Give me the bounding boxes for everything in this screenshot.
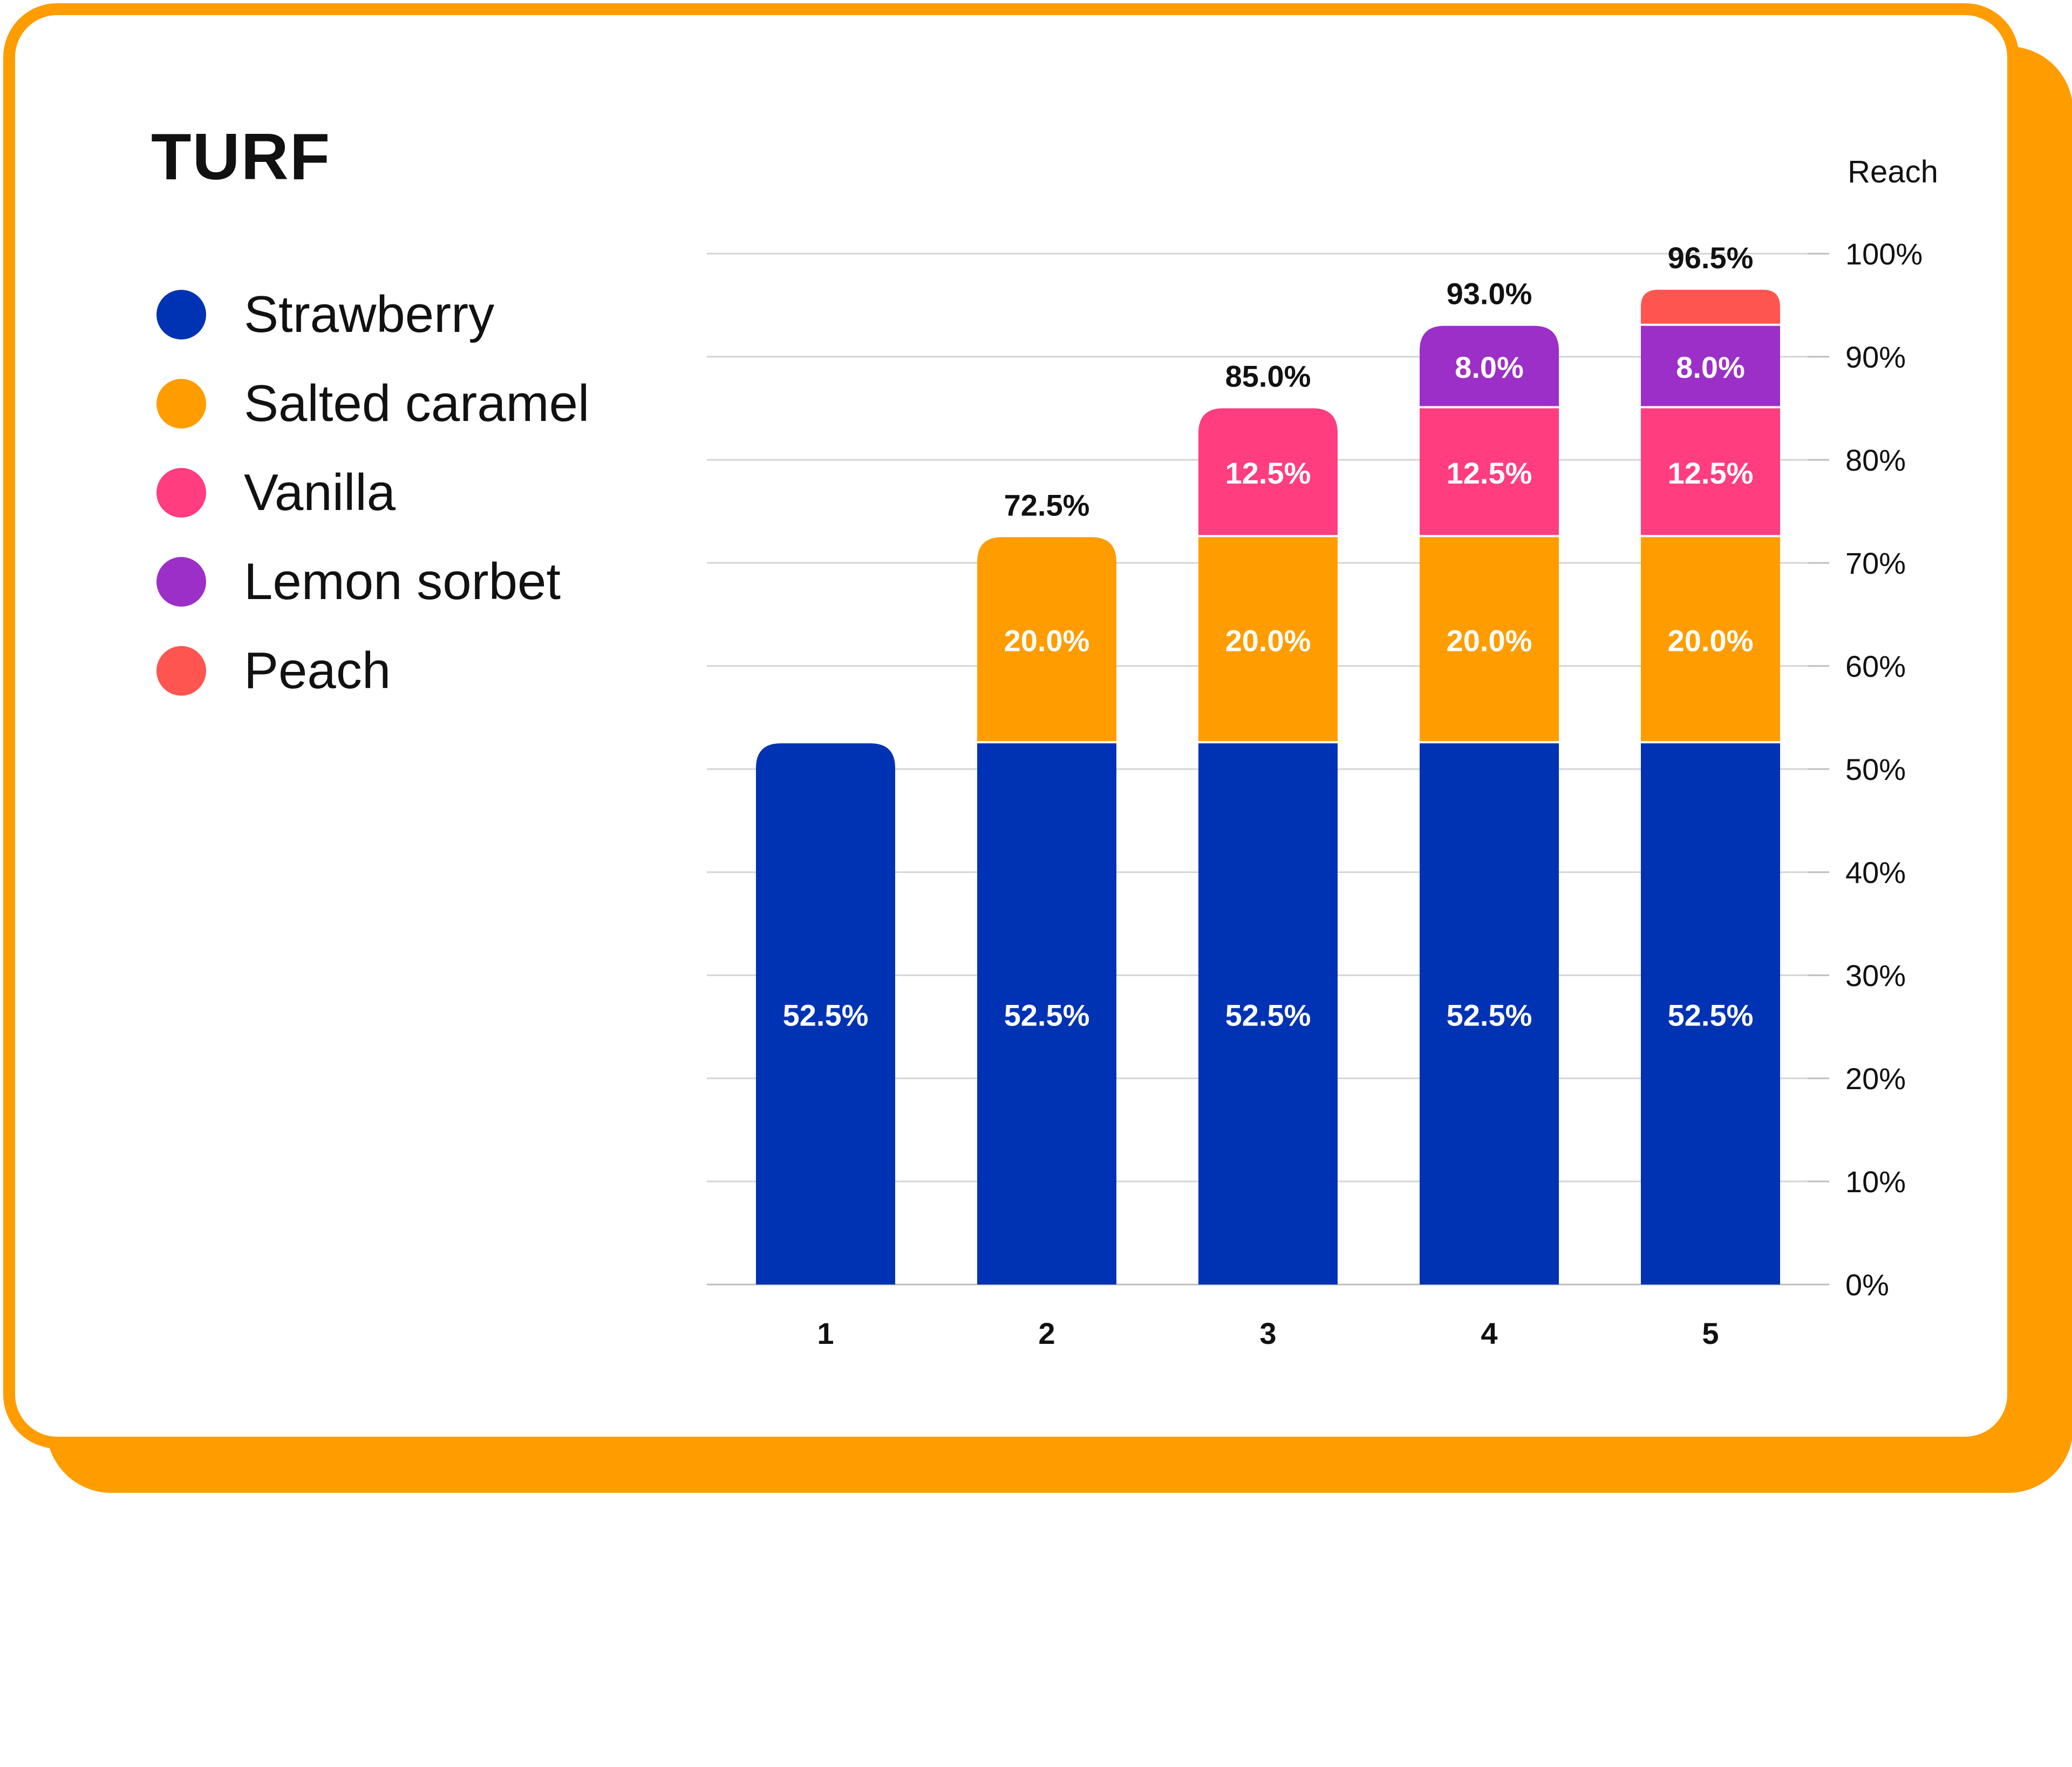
segment-label-strawberry-2: 52.5% xyxy=(1004,998,1090,1032)
segment-label-strawberry-1: 52.5% xyxy=(783,998,869,1032)
legend-swatch-salted-caramel xyxy=(156,378,206,429)
bar-segment-vanilla-5 xyxy=(1641,408,1780,535)
y-tick-label: 0% xyxy=(1845,1268,1889,1302)
segment-label-salted-caramel-4: 20.0% xyxy=(1447,623,1532,657)
segment-label-vanilla-3: 12.5% xyxy=(1225,456,1311,490)
segment-label-lemon-sorbet-5: 8.0% xyxy=(1676,350,1745,384)
bar-group-4: 52.5% 20.0% 12.5% 8.0% 93.0% xyxy=(1420,277,1559,1285)
x-tick-label: 4 xyxy=(1481,1316,1497,1350)
y-tick-label: 90% xyxy=(1845,340,1906,374)
total-label-4: 93.0% xyxy=(1447,277,1532,311)
total-label-5: 96.5% xyxy=(1668,241,1754,275)
stacked-bar-chart: Reach 0%10%20%30%40%50%60%70%80%90%100% … xyxy=(707,154,1938,1350)
y-axis-ticks: 0% 10% 20% 30% 40% 50% 60% 70% 80% 90% 100% xyxy=(1808,237,1923,1302)
bar-group-1: 52.5% xyxy=(756,743,895,1285)
legend-swatch-strawberry xyxy=(156,289,206,339)
bar-segment-lemon-sorbet-4 xyxy=(1420,325,1559,406)
y-tick-label: 30% xyxy=(1845,959,1906,993)
bar-segment-vanilla-3 xyxy=(1198,408,1338,535)
bar-segment-salted-caramel-4 xyxy=(1420,537,1559,742)
legend-swatch-peach xyxy=(156,645,206,696)
bar-segment-salted-caramel-5 xyxy=(1641,537,1780,742)
legend-item-lemon-sorbet: Lemon sorbet xyxy=(156,537,589,626)
x-axis-ticks: 1 2 3 4 5 xyxy=(817,1316,1719,1350)
bar-group-3: 52.5% 20.0% 12.5% 85.0% xyxy=(1198,359,1338,1285)
total-label-3: 85.0% xyxy=(1225,359,1311,393)
bar-segment-strawberry-4 xyxy=(1420,743,1559,1285)
legend-item-vanilla: Vanilla xyxy=(156,448,589,537)
chart-title: TURF xyxy=(151,120,331,193)
segment-label-strawberry-3: 52.5% xyxy=(1225,998,1311,1032)
legend-label-lemon-sorbet: Lemon sorbet xyxy=(244,552,561,610)
segment-label-strawberry-4: 52.5% xyxy=(1447,998,1532,1032)
y-tick-label: 80% xyxy=(1845,443,1906,477)
x-tick-label: 1 xyxy=(817,1316,834,1350)
bar-segment-salted-caramel-3 xyxy=(1198,537,1338,742)
segment-label-salted-caramel-3: 20.0% xyxy=(1225,623,1311,657)
segment-label-salted-caramel-2: 20.0% xyxy=(1004,623,1090,657)
y-tick-label: 10% xyxy=(1845,1165,1906,1199)
legend-label-peach: Peach xyxy=(244,641,391,699)
x-tick-label: 3 xyxy=(1259,1316,1276,1350)
legend-item-strawberry: Strawberry xyxy=(156,270,589,359)
bar-group-2: 52.5% 20.0% 72.5% xyxy=(977,488,1116,1285)
bar-segment-salted-caramel-2 xyxy=(977,537,1116,742)
legend-label-strawberry: Strawberry xyxy=(244,285,495,343)
y-tick-label: 50% xyxy=(1845,752,1906,786)
y-axis-title: Reach xyxy=(1848,154,1938,189)
y-tick-label: 70% xyxy=(1845,546,1906,580)
y-tick-label: 40% xyxy=(1845,855,1906,889)
bar-segment-strawberry-3 xyxy=(1198,743,1338,1285)
y-tick-label: 100% xyxy=(1845,237,1923,271)
bars: 52.5% 52.5% 20.0% 72.5% 52.5% 20.0% 12.5% 85.0%… xyxy=(756,241,1780,1285)
bar-segment-strawberry-1 xyxy=(756,743,895,1285)
x-tick-label: 2 xyxy=(1038,1316,1055,1350)
legend-label-vanilla: Vanilla xyxy=(244,463,396,521)
segment-label-vanilla-5: 12.5% xyxy=(1668,456,1754,490)
segment-label-salted-caramel-5: 20.0% xyxy=(1668,623,1754,657)
legend: Strawberry Salted caramel Vanilla Lemon … xyxy=(156,270,589,715)
segment-label-strawberry-5: 52.5% xyxy=(1668,998,1754,1032)
bar-segment-strawberry-5 xyxy=(1641,743,1780,1285)
bar-segment-lemon-sorbet-5 xyxy=(1641,325,1780,406)
bar-segment-vanilla-4 xyxy=(1420,408,1559,535)
legend-swatch-lemon-sorbet xyxy=(156,556,206,607)
legend-label-salted-caramel: Salted caramel xyxy=(244,374,590,432)
bar-segment-strawberry-2 xyxy=(977,743,1116,1285)
total-label-2: 72.5% xyxy=(1004,488,1090,522)
bar-segment-peach-5 xyxy=(1641,289,1780,324)
legend-item-peach: Peach xyxy=(156,626,589,715)
y-tick-label: 60% xyxy=(1845,649,1906,683)
legend-swatch-vanilla xyxy=(156,467,206,518)
x-tick-label: 5 xyxy=(1702,1316,1719,1350)
y-tick-label: 20% xyxy=(1845,1062,1906,1096)
segment-label-vanilla-4: 12.5% xyxy=(1447,456,1532,490)
legend-item-salted-caramel: Salted caramel xyxy=(156,359,589,448)
bar-group-5: 52.5% 20.0% 12.5% 8.0% 96.5% xyxy=(1641,241,1780,1285)
segment-label-lemon-sorbet-4: 8.0% xyxy=(1455,350,1524,384)
